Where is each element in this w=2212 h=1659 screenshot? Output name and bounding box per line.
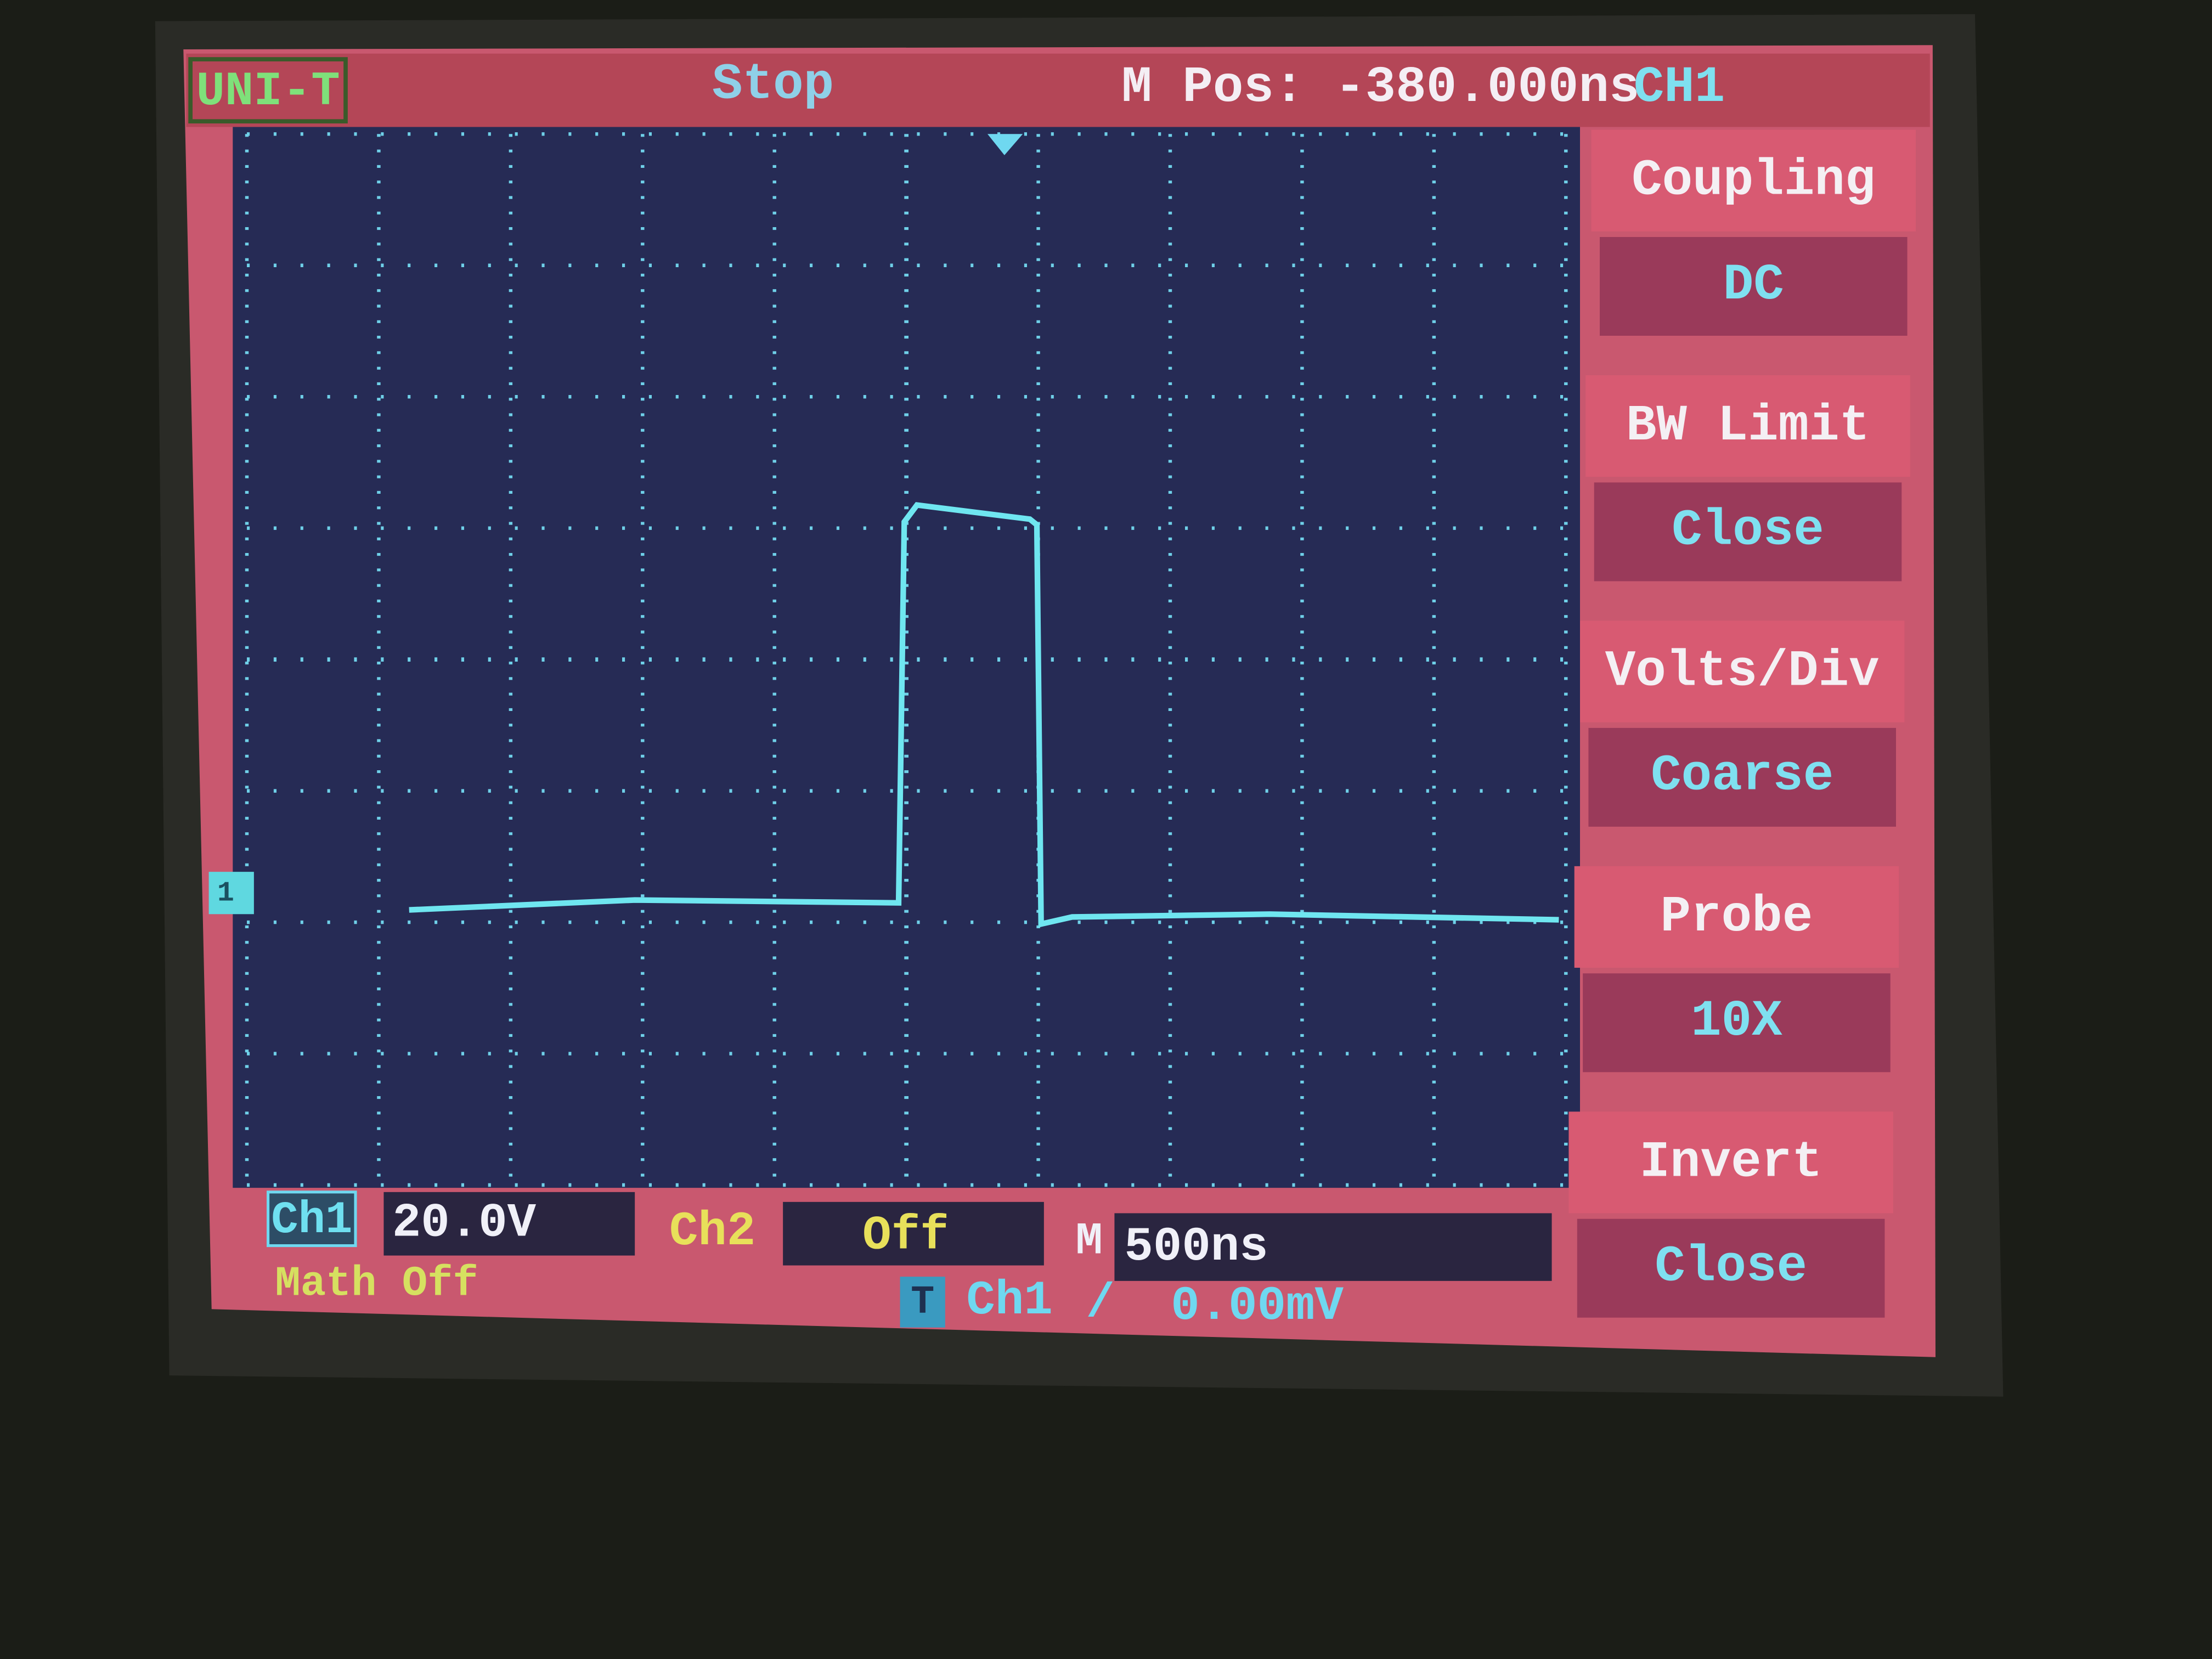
menu-label-bg [1585, 375, 1910, 477]
trigger-slope: / [1086, 1277, 1114, 1331]
menu-value-box [1577, 1218, 1885, 1318]
trigger-label: T [911, 1279, 934, 1324]
menu-value-box [1588, 727, 1896, 827]
channel-marker: 1 [217, 877, 234, 909]
ch1-scale-box [383, 1192, 635, 1256]
trigger-label-box [900, 1277, 945, 1328]
menu-label: BW Limit [1626, 397, 1870, 455]
horizontal-position: M Pos: -380.000ns [1121, 59, 1639, 116]
menu-value-box [1583, 973, 1891, 1073]
side-menu: Coupling DC BW Limit Close Volts/Div Coarse Pr… [1568, 129, 1916, 1318]
ch1-scale: 20.0V [392, 1197, 537, 1251]
menu-value: Close [1672, 501, 1824, 559]
menu-label-bg [1591, 129, 1916, 232]
brand-box [188, 57, 348, 123]
channel-marker-box [208, 872, 254, 915]
waveform-area [233, 127, 1581, 1188]
ch2-state-box [783, 1201, 1044, 1266]
menu-value: 10X [1691, 992, 1782, 1050]
timebase-label: M [1075, 1216, 1102, 1267]
menu-value: Coarse [1651, 747, 1833, 805]
menu-label-bg [1580, 620, 1905, 723]
trigger-source: Ch1 [966, 1274, 1052, 1328]
run-status: Stop [712, 56, 834, 114]
waveform-trace [409, 502, 1559, 928]
menu-label: Invert [1640, 1133, 1822, 1191]
menu-label: Probe [1661, 888, 1813, 946]
menu-value: Close [1655, 1238, 1807, 1296]
menu-value: DC [1723, 256, 1784, 314]
menu-label-bg [1568, 1111, 1893, 1214]
brand: UNI-T [196, 65, 340, 119]
position-channel: CH1 [1634, 59, 1725, 116]
math-state: Math Off [275, 1260, 478, 1308]
timebase-box [1114, 1213, 1552, 1281]
ch2-label: Ch2 [669, 1205, 755, 1259]
grid [245, 132, 1568, 1187]
trigger-position-marker [988, 134, 1023, 155]
menu-label: Volts/Div [1605, 642, 1880, 700]
menu-value-box [1600, 237, 1908, 336]
menu-label-bg [1574, 866, 1899, 968]
menu-label: Coupling [1632, 152, 1875, 210]
ch2-state: Off [862, 1209, 949, 1263]
menu-value-box [1594, 482, 1902, 582]
ch1-label: Ch1 [271, 1195, 352, 1246]
timebase: 500ns [1124, 1220, 1268, 1274]
trigger-level: 0.00mV [1171, 1279, 1344, 1334]
header-bar [186, 53, 1930, 127]
ch1-label-box [267, 1190, 357, 1248]
